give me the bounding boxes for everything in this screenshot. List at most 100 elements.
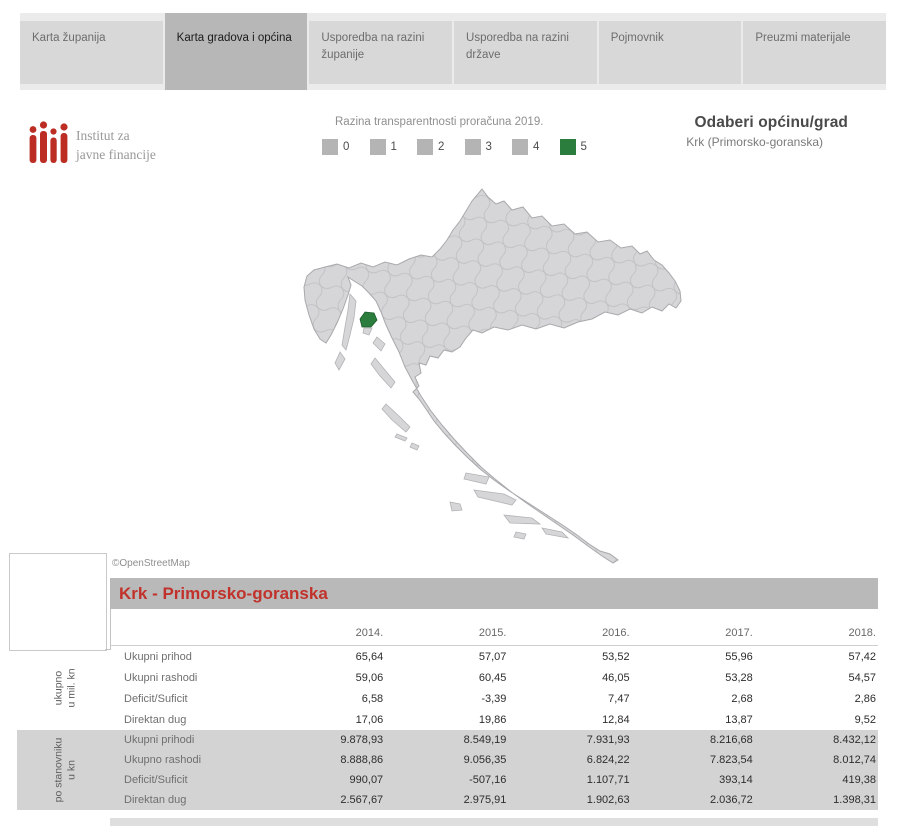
legend-item-1: 1 (369, 139, 418, 155)
unit-label-line1: ukupno (52, 670, 65, 706)
unit-label-line2: u kn (65, 760, 77, 780)
cell-value: 2.036,72 (709, 794, 753, 806)
cell-value: 7.931,93 (586, 734, 630, 746)
tab-2[interactable]: Usporedba na razini županije (309, 21, 453, 84)
croatia-mainland[interactable] (303, 188, 682, 564)
selector-value[interactable]: Krk (Primorsko-goranska) (686, 135, 823, 149)
cell-value: 6,58 (361, 692, 384, 705)
cell-value: 59,06 (355, 671, 384, 684)
cell-value: 55,96 (725, 650, 753, 663)
table-group-total: ukupno u mil. kn Ukupni prihod 65,64 57,07 53… (17, 646, 878, 730)
ijf-logo-icon (29, 121, 68, 163)
legend-item-label: 2 (438, 141, 445, 153)
tab-4[interactable]: Pojmovnik (598, 21, 742, 84)
cell-value: 990,07 (349, 774, 384, 786)
table-row: Ukupni rashodi 59,06 60,45 46,05 53,28 54,57 (17, 667, 878, 688)
krk-municipality-highlight[interactable] (359, 311, 378, 328)
tab-label: Preuzmi materijale (755, 32, 851, 44)
cell-value: -507,16 (469, 774, 507, 786)
cell-value: 2.975,91 (463, 794, 507, 806)
cell-value: 393,14 (719, 774, 753, 786)
table-row: Ukupno rashodi 8.888,86 9.056,35 6.824,22 7.… (17, 750, 878, 770)
tab-3[interactable]: Usporedba na razini države (454, 21, 597, 84)
tab-label: Pojmovnik (610, 32, 664, 44)
unit-label: po stanovniku u kn (52, 738, 77, 803)
tab-label: Karta gradova i općina (176, 32, 292, 44)
unit-label-line2: u mil. kn (65, 668, 77, 708)
year-header: 2014. (355, 627, 384, 639)
legend-swatch-icon (559, 139, 576, 155)
cell-value: 57,07 (478, 650, 507, 663)
cell-value: 419,38 (842, 774, 876, 786)
legend-item-3: 3 (464, 139, 513, 155)
legend-item-4: 4 (512, 139, 560, 155)
axis-tick (105, 609, 111, 650)
municipality-selector: Odaberi općinu/grad Krk (Primorsko-goran… (686, 114, 848, 149)
tab-label: Usporedba na razini države (466, 32, 569, 62)
unit-label-line1: po stanovniku (52, 737, 65, 803)
unit-label: ukupno u mil. kn (52, 668, 77, 707)
cell-value: 1.398,31 (833, 794, 876, 806)
table-row: Ukupni prihod 65,64 57,07 53,52 55,96 57,42 (17, 646, 878, 667)
year-header-row: 2014. 2015. 2016. 2017. 2018. (17, 609, 878, 646)
tab-5[interactable]: Preuzmi materijale (743, 21, 887, 84)
legend-swatch-icon (464, 139, 481, 155)
year-header: 2018. (848, 627, 876, 639)
row-label: Direktan dug (124, 794, 187, 806)
row-label: Ukupni prihod (124, 650, 192, 663)
year-header: 2017. (725, 627, 753, 639)
cell-value: 1.107,71 (586, 774, 630, 786)
cell-value: 8.549,19 (463, 734, 507, 746)
table-title: Krk - Primorsko-goranska (119, 584, 328, 603)
org-name: Institut za javne financije (76, 127, 156, 165)
tab-label: Usporedba na razini županije (321, 32, 425, 62)
cell-value: 9,52 (854, 713, 876, 726)
legend-swatch-icon (417, 139, 433, 155)
legend-swatch-icon (322, 139, 338, 155)
cell-value: -3,39 (481, 692, 507, 705)
budget-table: 2014. 2015. 2016. 2017. 2018. ukupno u mil. k… (17, 609, 878, 810)
org-name-line1: Institut za (76, 128, 130, 143)
next-section-edge (110, 818, 878, 826)
header-separator (110, 645, 878, 646)
legend-swatch-icon (512, 139, 528, 155)
legend-item-5: 5 (559, 139, 608, 155)
row-label: Ukupno rashodi (124, 754, 202, 766)
row-label: Direktan dug (124, 713, 187, 726)
legend-title: Razina transparentnosti proračuna 2019. (335, 116, 544, 128)
cell-value: 6.824,22 (586, 754, 630, 766)
cell-value: 8.012,74 (833, 754, 876, 766)
table-row: Deficit/Suficit 990,07 -507,16 1.107,71 393,… (17, 770, 878, 790)
cell-value: 8.432,12 (833, 734, 876, 746)
cell-value: 60,45 (478, 671, 507, 684)
legend-item-label: 0 (343, 141, 350, 153)
table-title-bar: Krk - Primorsko-goranska (110, 578, 878, 609)
year-header: 2015. (478, 627, 507, 639)
row-label: Ukupni prihodi (124, 734, 195, 746)
tab-0[interactable]: Karta županija (20, 21, 163, 84)
cell-value: 8.216,68 (709, 734, 753, 746)
cell-value: 2.567,67 (340, 794, 384, 806)
cell-value: 2,86 (854, 692, 876, 705)
row-label: Deficit/Suficit (124, 692, 188, 705)
tab-label: Karta županija (32, 32, 106, 44)
table-row: Direktan dug 17,06 19,86 12,84 13,87 9,52 (17, 709, 878, 730)
cell-value: 54,57 (848, 671, 876, 684)
osm-attribution[interactable]: ©OpenStreetMap (112, 558, 190, 569)
table-group-per-capita: po stanovniku u kn Ukupni prihodi 9.878,93 8… (17, 730, 878, 810)
selector-title: Odaberi općinu/grad (694, 114, 848, 131)
year-header: 2016. (602, 627, 630, 639)
tab-1[interactable]: Karta gradova i općina (164, 13, 308, 90)
adriatic-islands (334, 293, 570, 540)
cell-value: 7.823,54 (709, 754, 753, 766)
row-label: Ukupni rashodi (124, 671, 198, 684)
legend-item-label: 4 (533, 141, 540, 153)
legend-item-label: 1 (390, 141, 397, 153)
cell-value: 9.056,35 (463, 754, 507, 766)
cell-value: 53,28 (725, 671, 753, 684)
table-row: Deficit/Suficit 6,58 -3,39 7,47 2,68 2,86 (17, 688, 878, 709)
legend-swatch-icon (369, 139, 386, 155)
croatia-municipalities-map[interactable] (280, 180, 700, 580)
cell-value: 8.888,86 (340, 754, 384, 766)
